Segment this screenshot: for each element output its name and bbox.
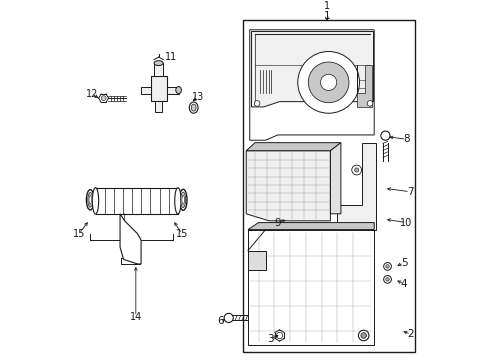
Text: 11: 11 [164, 52, 177, 62]
Circle shape [366, 100, 372, 106]
Ellipse shape [181, 192, 185, 207]
Text: 1: 1 [323, 1, 329, 11]
Text: 10: 10 [400, 217, 412, 228]
Text: 12: 12 [86, 89, 98, 99]
Circle shape [320, 74, 336, 90]
Polygon shape [330, 143, 340, 214]
Ellipse shape [385, 265, 388, 268]
Ellipse shape [383, 275, 390, 283]
Ellipse shape [189, 102, 198, 113]
Polygon shape [247, 222, 373, 230]
Bar [243, 20, 414, 352]
Ellipse shape [154, 60, 163, 66]
Polygon shape [141, 86, 150, 94]
Ellipse shape [88, 193, 93, 207]
Polygon shape [247, 230, 265, 270]
Text: 15: 15 [73, 229, 85, 239]
Text: 7: 7 [406, 187, 412, 197]
Ellipse shape [92, 188, 99, 214]
Text: 9: 9 [274, 217, 281, 228]
Polygon shape [356, 65, 372, 107]
Text: 1: 1 [323, 12, 329, 22]
Polygon shape [246, 143, 340, 151]
Ellipse shape [360, 333, 366, 338]
Polygon shape [154, 63, 163, 76]
Text: 5: 5 [400, 258, 407, 268]
Polygon shape [251, 32, 373, 107]
Ellipse shape [358, 330, 368, 341]
Text: 4: 4 [400, 279, 407, 289]
Polygon shape [249, 30, 373, 140]
Ellipse shape [89, 195, 91, 204]
Ellipse shape [175, 86, 181, 94]
Circle shape [276, 332, 282, 339]
Polygon shape [120, 214, 141, 264]
Circle shape [224, 314, 233, 323]
Polygon shape [247, 230, 373, 345]
Text: 2: 2 [407, 329, 413, 339]
Ellipse shape [86, 190, 94, 210]
Circle shape [297, 51, 359, 113]
Circle shape [354, 168, 358, 172]
Circle shape [101, 96, 106, 100]
Ellipse shape [182, 195, 184, 204]
Text: 6: 6 [217, 316, 224, 327]
Circle shape [307, 62, 348, 103]
Polygon shape [155, 100, 162, 112]
Polygon shape [166, 86, 178, 94]
Circle shape [380, 131, 389, 140]
Polygon shape [337, 143, 375, 230]
Ellipse shape [383, 262, 390, 270]
Circle shape [254, 100, 260, 106]
Ellipse shape [179, 189, 186, 210]
Text: 15: 15 [176, 229, 188, 239]
Polygon shape [246, 151, 330, 221]
Text: 14: 14 [129, 311, 142, 321]
Polygon shape [150, 76, 166, 100]
Ellipse shape [385, 278, 388, 281]
Circle shape [351, 165, 361, 175]
Text: 3: 3 [266, 334, 273, 344]
Ellipse shape [174, 188, 181, 214]
Ellipse shape [191, 104, 196, 111]
Text: 13: 13 [192, 92, 204, 102]
Text: 8: 8 [402, 134, 409, 144]
